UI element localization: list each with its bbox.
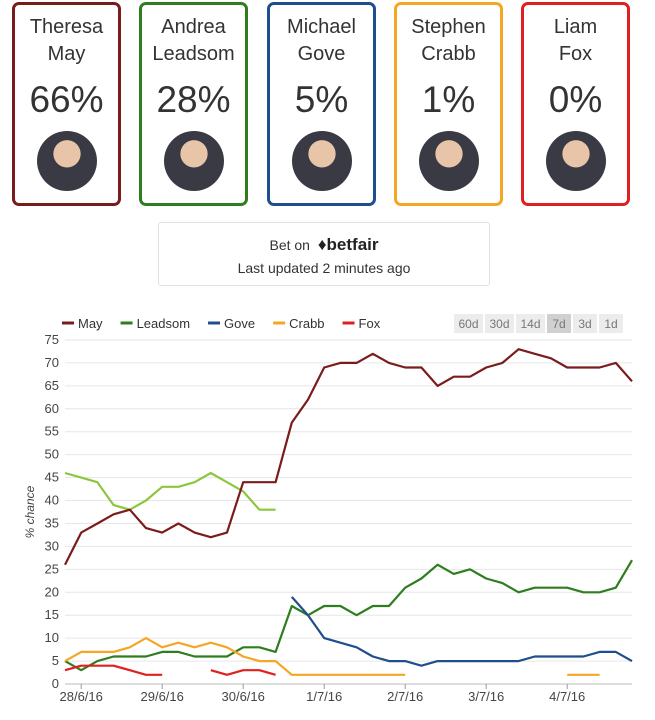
candidate-name: Stephen: [411, 16, 486, 38]
y-tick-label: 20: [45, 584, 59, 599]
bet-brand: ♦betfair: [317, 235, 379, 254]
candidate-chance: 0%: [548, 79, 603, 120]
series-line: [64, 637, 600, 676]
range-button[interactable]: [485, 314, 514, 333]
x-tick-label: 30/6/16: [222, 689, 265, 704]
series-line: [64, 664, 276, 676]
candidate-name: Theresa: [29, 16, 104, 38]
candidate-chance: 66%: [29, 79, 104, 120]
candidate-photo: [37, 131, 97, 191]
x-tick-label: 3/7/16: [468, 689, 504, 704]
candidate-name: Michael: [287, 16, 356, 38]
legend-label[interactable]: May: [78, 316, 103, 331]
bet-box[interactable]: Bet on ♦betfair Last updated 2 minutes a…: [158, 222, 490, 286]
range-button[interactable]: [573, 314, 597, 333]
y-tick-label: 10: [45, 630, 59, 645]
candidate-name: Leadsom: [152, 43, 235, 65]
y-axis-label: % chance: [23, 485, 37, 538]
range-button-label[interactable]: 14d: [520, 317, 540, 331]
candidate-chance: 5%: [294, 79, 349, 120]
series-line: [290, 596, 633, 667]
x-tick-label: 4/7/16: [549, 689, 585, 704]
y-tick-label: 30: [45, 538, 59, 553]
candidate-chance: 28%: [156, 79, 231, 120]
candidate-photo: [292, 131, 352, 191]
candidate-chance: 1%: [421, 79, 476, 120]
y-tick-label: 5: [52, 653, 59, 668]
range-button-label[interactable]: 30d: [489, 317, 509, 331]
candidate-name: Gove: [297, 43, 346, 65]
y-tick-label: 60: [45, 401, 59, 416]
candidate-card[interactable]: Michael Gove 5%: [267, 2, 376, 206]
y-tick-label: 40: [45, 493, 59, 508]
candidate-name: Fox: [558, 43, 593, 65]
series-line: [64, 471, 276, 511]
range-button-label[interactable]: 60d: [458, 317, 478, 331]
candidate-card[interactable]: Andrea Leadsom 28%: [139, 2, 248, 206]
y-tick-label: 25: [45, 561, 59, 576]
bet-brand-text: betfair: [326, 235, 379, 254]
candidate-photo: [546, 131, 606, 191]
y-tick-label: 65: [45, 378, 59, 393]
y-tick-label: 35: [45, 515, 59, 530]
range-button[interactable]: [547, 314, 571, 333]
y-tick-label: 45: [45, 470, 59, 485]
y-tick-label: 55: [45, 424, 59, 439]
candidate-photo: [164, 131, 224, 191]
legend-label[interactable]: Leadsom: [137, 316, 190, 331]
candidate-name: May: [47, 43, 86, 65]
range-button[interactable]: [454, 314, 483, 333]
candidate-card[interactable]: Stephen Crabb 1%: [394, 2, 503, 206]
range-button-label[interactable]: 3d: [578, 317, 591, 331]
x-tick-label: 1/7/16: [306, 689, 342, 704]
y-tick-label: 70: [45, 355, 59, 370]
candidate-name: Liam: [553, 16, 598, 38]
candidate-photo: [419, 131, 479, 191]
candidate-card[interactable]: Liam Fox 0%: [521, 2, 630, 206]
x-tick-label: 28/6/16: [60, 689, 103, 704]
range-button[interactable]: [599, 314, 623, 333]
y-tick-label: 15: [45, 607, 59, 622]
series-line: [64, 348, 633, 566]
y-tick-label: 0: [52, 676, 59, 691]
range-button-label[interactable]: 1d: [604, 317, 617, 331]
series-line: [64, 559, 633, 672]
chart: May Leadsom Gove Crabb Fox 60d 30d 14d 7d 3d 1d 0 5 1…: [23, 314, 633, 704]
y-tick-label: 75: [45, 332, 59, 347]
legend-label[interactable]: Crabb: [289, 316, 324, 331]
legend-label[interactable]: Fox: [359, 316, 381, 331]
range-button-label[interactable]: 7d: [552, 317, 565, 331]
bet-line: Bet on ♦betfair: [159, 235, 489, 255]
range-button[interactable]: [516, 314, 545, 333]
candidate-card[interactable]: Theresa May 66%: [12, 2, 121, 206]
candidate-name: Andrea: [161, 16, 226, 38]
last-updated: Last updated 2 minutes ago: [237, 260, 411, 276]
bet-prefix: Bet on: [269, 237, 310, 253]
x-tick-label: 2/7/16: [387, 689, 423, 704]
candidate-name: Crabb: [421, 43, 476, 65]
legend-label[interactable]: Gove: [224, 316, 255, 331]
x-tick-label: 29/6/16: [141, 689, 184, 704]
y-tick-label: 50: [45, 447, 59, 462]
